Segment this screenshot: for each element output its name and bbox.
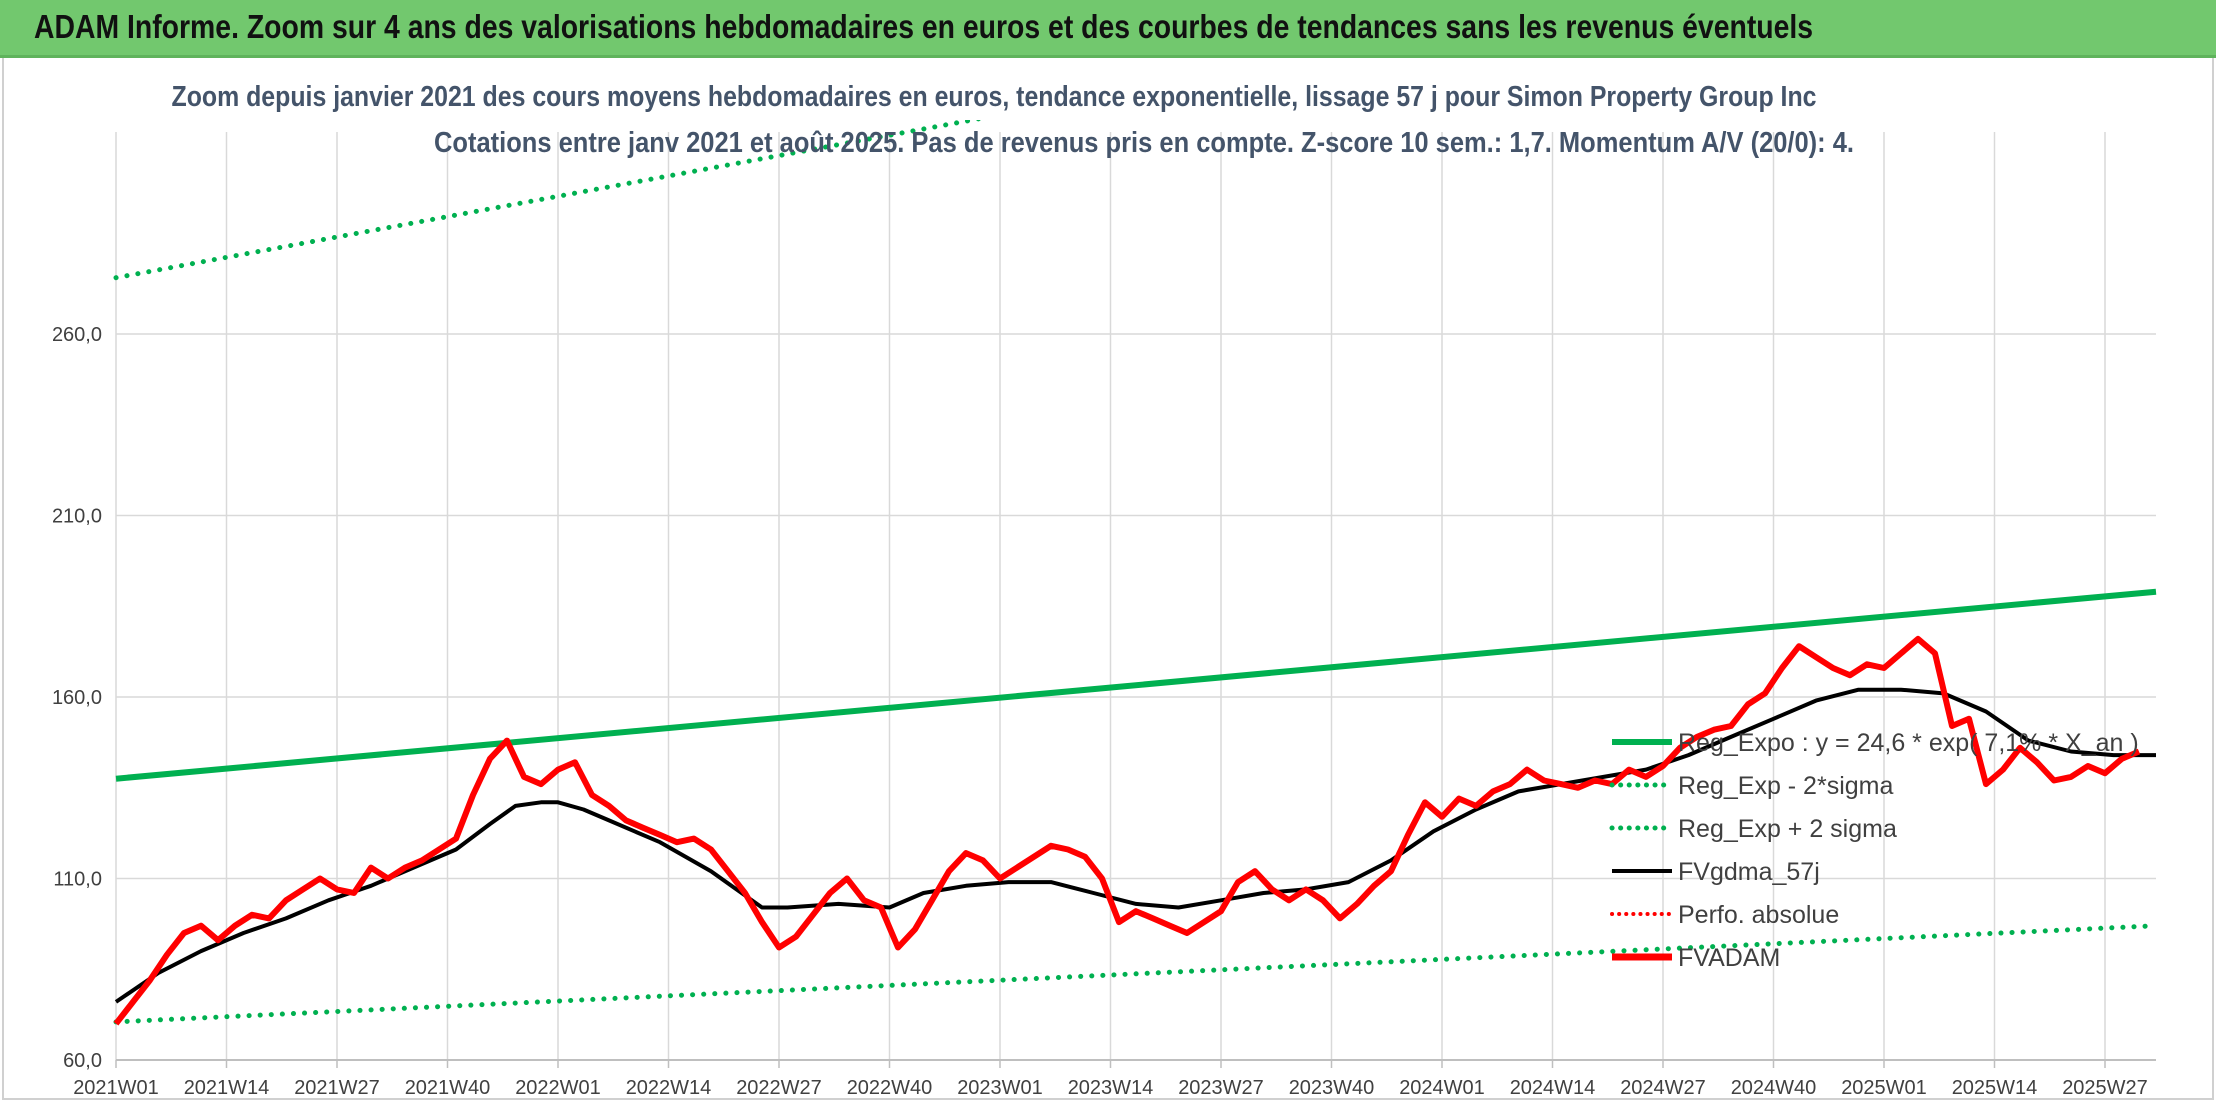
x-tick-label: 2022W14 [626, 1077, 712, 1098]
x-tick-label: 2023W14 [1068, 1077, 1154, 1098]
x-tick-label: 2021W40 [405, 1077, 491, 1098]
grid-lines [115, 132, 2156, 1061]
report-title: ADAM Informe. Zoom sur 4 ans des valoris… [34, 8, 1814, 45]
legend-label-reg-expo: Reg_Expo : y = 24,6 * exp( 7,1% * X_an ) [1678, 729, 2139, 757]
x-tick-label: 2023W01 [957, 1077, 1043, 1098]
x-tick-label: 2025W27 [2062, 1077, 2148, 1098]
x-tick-label: 2021W14 [184, 1077, 270, 1098]
legend-label-reg-minus: Reg_Exp - 2*sigma [1678, 772, 1893, 800]
x-tick-label: 2021W01 [73, 1077, 159, 1098]
x-tick-label: 2021W27 [294, 1077, 380, 1098]
x-tick-label: 2023W40 [1289, 1077, 1375, 1098]
y-tick-label: 60,0 [63, 1050, 102, 1072]
chart-title: Zoom depuis janvier 2021 des cours moyen… [172, 81, 1817, 113]
x-tick-label: 2024W40 [1731, 1077, 1817, 1098]
x-tick-label: 2024W14 [1510, 1077, 1596, 1098]
series-line-0 [115, 588, 2157, 782]
y-tick-label: 110,0 [53, 869, 102, 891]
report-header: ADAM Informe. Zoom sur 4 ans des valoris… [0, 0, 2216, 58]
line-chart: 60,0 110,0 160,0 210,0 260,0 2021W01 2021W14 20… [52, 60, 2159, 1098]
chart-title-backdrop [524, 60, 1944, 120]
legend-label-reg-plus: Reg_Exp + 2 sigma [1678, 815, 1897, 843]
series-layer [113, 118, 2159, 1026]
x-tick-label: 2024W01 [1399, 1077, 1485, 1098]
series-line-3 [114, 687, 2156, 1004]
series-line-2 [113, 118, 997, 281]
x-tick-label: 2022W40 [847, 1077, 933, 1098]
series-line-1 [113, 923, 2159, 1025]
x-tick-label: 2025W14 [1952, 1077, 2038, 1098]
y-tick-label: 210,0 [52, 506, 102, 528]
y-tick-label: 160,0 [52, 687, 102, 709]
x-tick-label: 2022W01 [515, 1077, 601, 1098]
chart-frame: 60,0 110,0 160,0 210,0 260,0 2021W01 2021W14 20… [2, 58, 2214, 1100]
x-tick-label: 2025W01 [1841, 1077, 1927, 1098]
axis-ticks: 60,0 110,0 160,0 210,0 260,0 2021W01 2021W14 20… [52, 324, 2156, 1098]
x-tick-label: 2022W27 [736, 1077, 822, 1098]
legend-label-perfo: Perfo. absolue [1678, 901, 1839, 929]
y-tick-label: 260,0 [52, 324, 102, 346]
chart-legend: Reg_Expo : y = 24,6 * exp( 7,1% * X_an )… [1609, 729, 2139, 972]
chart-subtitle: Cotations entre janv 2021 et août 2025. … [434, 127, 1854, 159]
legend-label-fvadam: FVADAM [1678, 944, 1780, 972]
legend-label-fvgdma: FVgdma_57j [1678, 858, 1820, 886]
x-tick-label: 2023W27 [1178, 1077, 1264, 1098]
x-tick-label: 2024W27 [1620, 1077, 1706, 1098]
series-line-5 [113, 635, 2141, 1026]
